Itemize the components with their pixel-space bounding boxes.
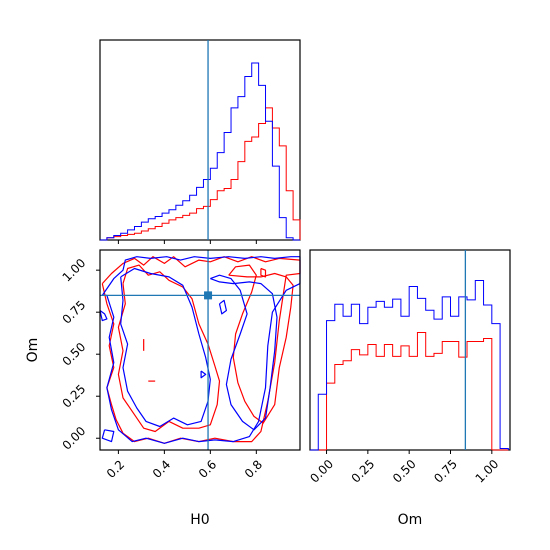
contour-ytick-label: 0.75 [60,298,89,327]
om-histogram-content [310,250,509,451]
h0-histogram-ticks [117,240,257,244]
om-xtick-label: 0.25 [349,457,378,486]
contour-xtick-label: 0.6 [196,457,219,480]
h0-histogram-frame [99,39,301,241]
h0-om-contour-ticks: 0.2 0.4 0.6 0.8 0.00 0.25 0.50 0.75 1.00 [60,256,266,481]
contour-xtick-label: 0.8 [242,457,265,480]
contour-ytick-label: 1.00 [60,256,89,285]
contour-red-island [260,267,267,278]
contour-blue-right [210,274,278,431]
contour-blue-inner [120,267,211,428]
contour-blue-outer [101,256,301,444]
contour-ytick-label: 0.25 [60,382,89,411]
h0-histogram-panel [99,39,301,244]
contour-blue-island-3 [200,370,207,379]
contour-xtick-label: 0.4 [150,457,173,480]
h0-om-contour-content [99,250,301,450]
om-histogram-ticks: 0.00 0.25 0.50 0.75 1.00 [307,450,501,486]
x-axis-label-om: Om [398,512,423,528]
contour-ytick-label: 0.50 [60,340,89,369]
contour-ytick-label: 0.00 [60,424,89,453]
y-axis-label-om: Om [25,338,41,363]
contour-red-outer [101,256,301,444]
om-xtick-label: 0.00 [307,457,336,486]
contour-red-inner [117,264,221,433]
om-xtick-label: 1.00 [473,457,502,486]
contour-blue-island-1 [101,429,115,443]
om-hist-series-blue [310,280,509,451]
h0-hist-series-red [100,107,301,241]
contour-xtick-label: 0.2 [104,457,127,480]
x-axis-label-h0: H0 [190,512,209,528]
contour-truth-marker [204,291,213,300]
h0-hist-series-blue [100,62,300,241]
contour-blue-island-4 [218,299,227,315]
h0-om-contour-frame [99,249,301,451]
h0-histogram-content [100,40,301,241]
om-xtick-label: 0.50 [390,457,419,486]
contour-blue-island-2 [99,310,108,322]
h0-om-contour-panel: 0.2 0.4 0.6 0.8 0.00 0.25 0.50 0.75 1.00 [60,249,301,481]
om-histogram-frame [309,249,511,451]
om-histogram-panel: 0.00 0.25 0.50 0.75 1.00 [307,249,511,486]
om-hist-series-red [310,332,509,451]
om-xtick-label: 0.75 [431,457,460,486]
